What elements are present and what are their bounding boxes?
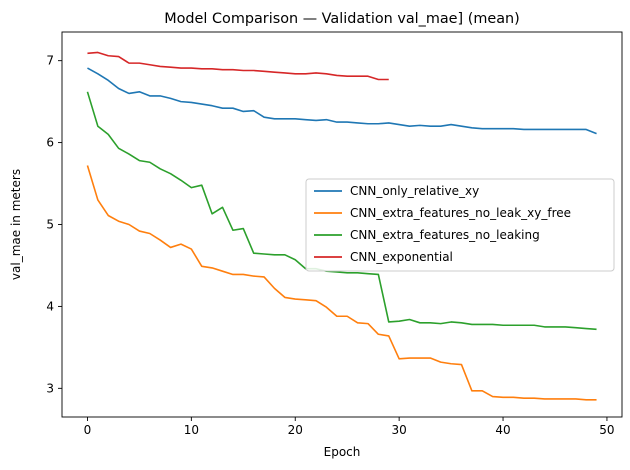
y-tick-label: 6 <box>46 136 54 150</box>
x-tick-label: 40 <box>495 423 510 437</box>
y-tick-label: 3 <box>46 381 54 395</box>
y-tick-label: 5 <box>46 218 54 232</box>
legend: CNN_only_relative_xy CNN_extra_features_n… <box>305 178 615 272</box>
legend-label-0: CNN_only_relative_xy <box>350 184 479 198</box>
chart-title: Model Comparison — Validation val_mae] (… <box>164 11 520 27</box>
x-tick-label: 10 <box>184 423 199 437</box>
y-axis-label: val_mae in meters <box>9 169 23 280</box>
x-tick-label: 20 <box>288 423 303 437</box>
series-line-0 <box>87 67 597 135</box>
legend-label-3: CNN_exponential <box>350 250 453 264</box>
series-layer <box>86 51 597 401</box>
x-tick-label: 0 <box>84 423 92 437</box>
series-line-2 <box>86 91 597 331</box>
x-axis-label: Epoch <box>324 445 361 459</box>
legend-label-2: CNN_extra_features_no_leaking <box>350 228 540 242</box>
y-tick-label: 7 <box>46 54 54 68</box>
series-line-3 <box>87 51 389 81</box>
legend-box <box>305 178 615 272</box>
x-tick-label: 50 <box>599 423 614 437</box>
x-tick-label: 30 <box>392 423 407 437</box>
series-line-1 <box>86 165 597 401</box>
y-tick-label: 4 <box>46 299 54 313</box>
legend-label-1: CNN_extra_features_no_leak_xy_free <box>350 206 571 220</box>
axes-layer: 0 10 20 30 40 50 3 4 5 6 7 <box>46 31 623 437</box>
